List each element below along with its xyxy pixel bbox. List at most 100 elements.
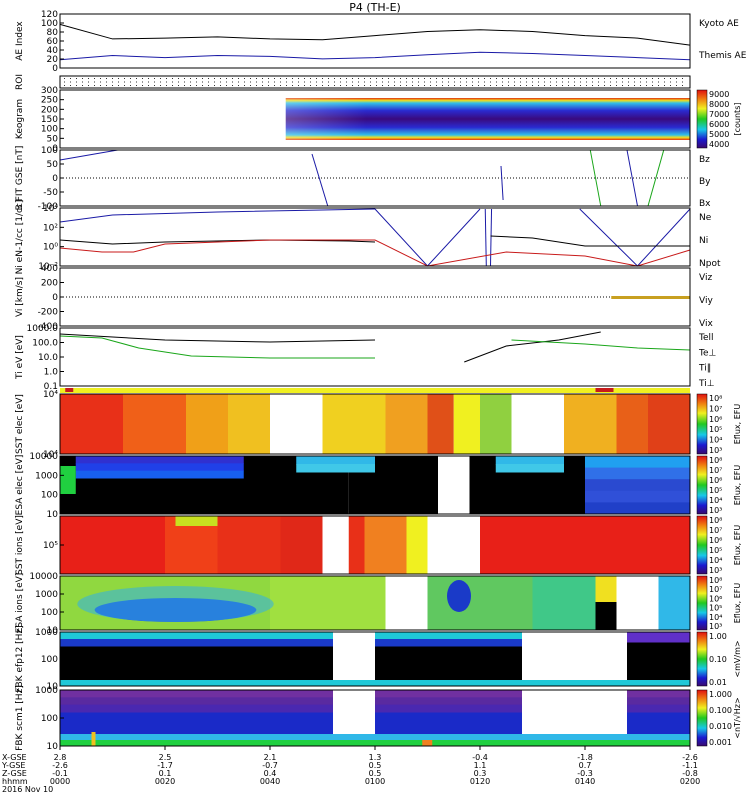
- roi-dot: [550, 78, 551, 79]
- roi-dot: [520, 78, 521, 79]
- esa-e-patch: [60, 466, 76, 494]
- roi-dot: [172, 81, 173, 83]
- y-tick-label-bfield: 0: [52, 174, 58, 184]
- spectrogram-band-fbk-scm: [375, 704, 522, 713]
- legend-entry-density: Ni: [699, 236, 708, 246]
- legend-entry-temperature: Tell: [698, 333, 714, 343]
- roi-dot: [328, 78, 329, 79]
- roi-dot: [130, 78, 131, 79]
- y-tick-label-bfield: 50: [47, 160, 59, 170]
- roi-dot: [232, 81, 233, 83]
- roi-dot: [544, 85, 545, 86]
- roi-dot: [256, 85, 257, 86]
- roi-dot: [172, 85, 173, 86]
- roi-dot: [496, 81, 497, 83]
- roi-dot: [538, 78, 539, 79]
- roi-dot: [412, 78, 413, 79]
- roi-dot: [202, 85, 203, 86]
- x-tick-label-hhmm: 0020: [155, 777, 175, 786]
- roi-dot: [514, 78, 515, 79]
- roi-dot: [418, 78, 419, 79]
- spectrogram-band-fbk-e12: [375, 632, 522, 640]
- roi-dot: [376, 78, 377, 79]
- y-tick-label-sst_e: 10⁴: [43, 450, 58, 460]
- roi-dot: [568, 85, 569, 86]
- roi-dot: [670, 85, 671, 86]
- series-line-npot: [374, 208, 481, 267]
- x-tick-label-hhmm: 0120: [470, 777, 490, 786]
- spectrogram-cell-sst-e: [427, 394, 454, 454]
- roi-dot: [280, 81, 281, 83]
- roi-dot: [436, 78, 437, 79]
- x-row-label-xgse: X-GSE: [2, 753, 27, 762]
- roi-dot: [334, 78, 335, 79]
- roi-dot: [442, 78, 443, 79]
- roi-dot: [598, 81, 599, 83]
- roi-dot: [430, 85, 431, 86]
- spectrogram-band-esa-e: [585, 490, 690, 503]
- roi-dot: [562, 85, 563, 86]
- colorbar-tick-esa_i: 10⁶: [709, 594, 722, 603]
- y-axis-label-density: Ni eN-1/cc [1/cc]: [15, 200, 25, 275]
- roi-dot: [286, 81, 287, 83]
- roi-dot: [178, 78, 179, 79]
- roi-dot: [226, 85, 227, 86]
- panel-frame-temperature: [59, 327, 691, 387]
- spectrogram-band-esa-e: [585, 502, 690, 515]
- roi-dot: [82, 78, 83, 79]
- x-row-label-zgse: Z-GSE: [2, 769, 27, 778]
- spectrogram-cell-sst-e: [480, 394, 512, 454]
- legend-entry-velocity: Vix: [699, 319, 713, 329]
- x-row-label-ygse: Y-GSE: [1, 761, 25, 770]
- roi-dot: [106, 81, 107, 83]
- colorbar-tick-keogram: 8000: [709, 100, 729, 109]
- roi-dot: [70, 81, 71, 83]
- y-axis-label-velocity: Vi [km/s]: [15, 277, 25, 317]
- y-tick-label-fbk_e12: 1000: [35, 628, 58, 638]
- spectrogram-cell-fbk-e12: [522, 632, 627, 686]
- roi-dot: [664, 78, 665, 79]
- roi-dot: [640, 85, 641, 86]
- legend-entry-bfield: By: [699, 177, 711, 187]
- roi-dot: [124, 78, 125, 79]
- roi-dot: [604, 81, 605, 83]
- colorbar-label-sst_i: Eflux, EFU: [733, 525, 742, 566]
- y-axis-label-sst_e: SST elec [eV]: [15, 394, 25, 454]
- roi-dot: [406, 81, 407, 83]
- panel-frame-ae: [59, 13, 691, 69]
- roi-dot: [136, 85, 137, 86]
- x-tick-label-hhmm: 0200: [680, 777, 700, 786]
- roi-dot: [562, 81, 563, 83]
- roi-dot: [646, 81, 647, 83]
- roi-dot: [88, 85, 89, 86]
- colorbar-tick-sst_i: 10³: [709, 566, 722, 575]
- y-tick-label-temperature: 0.1: [44, 382, 58, 392]
- roi-dot: [430, 78, 431, 79]
- roi-dot: [502, 85, 503, 86]
- roi-dot: [148, 78, 149, 79]
- x-tick-label-xgse: 2.8: [54, 753, 67, 762]
- roi-dot: [310, 85, 311, 86]
- roi-dot: [454, 81, 455, 83]
- roi-dot: [622, 85, 623, 86]
- x-tick-label-xgse: 2.1: [264, 753, 277, 762]
- roi-dot: [232, 78, 233, 79]
- roi-dot: [166, 81, 167, 83]
- spectrogram-cell-sst-e: [453, 394, 480, 454]
- roi-dot: [676, 81, 677, 83]
- roi-dot: [616, 85, 617, 86]
- legend-entry-ae: Themis AE: [698, 51, 747, 61]
- series-line-npot: [490, 208, 493, 267]
- colorbar-tick-fbk_scm: 1.000: [709, 690, 732, 699]
- roi-dot: [244, 85, 245, 86]
- roi-dot: [364, 85, 365, 86]
- roi-dot: [106, 78, 107, 79]
- roi-dot: [298, 78, 299, 79]
- colorbar-tick-fbk_scm: 0.100: [709, 706, 732, 715]
- x-tick-label-ygse: -0.7: [262, 761, 278, 770]
- x-axis-block: X-GSE Y-GSE Z-GSE hhmm 2016 Nov 10: [1, 753, 53, 794]
- y-axis-label-bfield: B FIT GSE [nT]: [15, 146, 25, 211]
- roi-dot: [478, 85, 479, 86]
- panel-frame-sst_e: [59, 393, 691, 455]
- roi-dot: [136, 81, 137, 83]
